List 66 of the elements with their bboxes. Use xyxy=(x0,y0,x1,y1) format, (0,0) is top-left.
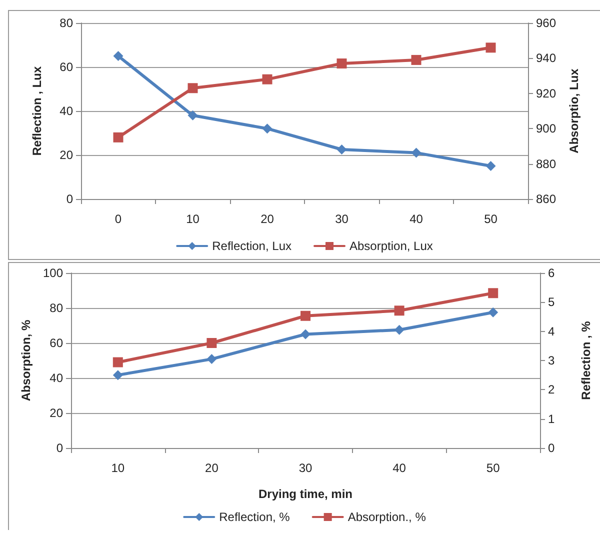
x-axis-title: Drying time, min xyxy=(258,487,353,501)
y2-tick-label: 1 xyxy=(548,412,555,426)
point xyxy=(300,310,310,321)
legend-label: Reflection, Lux xyxy=(212,239,292,253)
y-tick-label: 60 xyxy=(50,336,64,350)
x-tick-label: 50 xyxy=(486,461,500,475)
legend-label: Absorption., % xyxy=(348,510,426,524)
y-tick-label: 40 xyxy=(60,104,74,118)
x-tick-label: 50 xyxy=(484,212,498,226)
point xyxy=(486,42,496,53)
y-axis-title: Reflection , Lux xyxy=(30,66,44,156)
point xyxy=(112,357,123,368)
y2-tick-label: 3 xyxy=(548,354,555,368)
point xyxy=(336,58,347,68)
y2-tick-label: 900 xyxy=(536,122,556,136)
y2-tick-label: 6 xyxy=(548,266,555,280)
y2-tick-label: 0 xyxy=(548,441,555,455)
y-tick-label: 20 xyxy=(60,148,74,162)
point xyxy=(411,54,422,65)
legend-label: Absorption, Lux xyxy=(349,239,433,253)
point xyxy=(113,51,124,61)
x-tick-label: 40 xyxy=(392,461,406,475)
y2-tick-label: 960 xyxy=(536,16,556,30)
point xyxy=(262,124,272,134)
x-tick-label: 10 xyxy=(111,461,125,475)
x-tick-label: 20 xyxy=(260,212,274,226)
y-tick-label: 0 xyxy=(56,441,64,455)
point xyxy=(488,288,498,298)
y-tick-label: 80 xyxy=(50,301,64,315)
y-tick-label: 40 xyxy=(50,371,64,385)
point xyxy=(188,83,198,94)
point xyxy=(206,354,217,364)
point xyxy=(300,329,310,340)
y-tick-label: 0 xyxy=(66,192,74,206)
point xyxy=(486,161,496,171)
y-axis-title: Absorption, % xyxy=(19,320,34,402)
y-tick-label: 80 xyxy=(60,16,74,30)
x-tick-label: 20 xyxy=(205,461,219,475)
y2-tick-label: 880 xyxy=(536,156,556,171)
x-tick-label: 30 xyxy=(335,212,349,226)
point xyxy=(262,74,272,84)
x-tick-label: 30 xyxy=(298,461,312,475)
y2-tick-label: 920 xyxy=(536,86,556,100)
x-tick-label: 0 xyxy=(114,212,122,226)
point xyxy=(394,306,404,316)
point xyxy=(336,144,347,154)
point xyxy=(188,110,198,120)
y2-tick-label: 2 xyxy=(548,382,555,397)
y2-tick-label: 940 xyxy=(536,51,556,66)
y-tick-label: 20 xyxy=(50,406,64,420)
point xyxy=(411,148,422,158)
y2-tick-label: 860 xyxy=(536,192,556,206)
point xyxy=(113,132,124,142)
y2-axis-title: Absorptio, Lux xyxy=(567,68,581,154)
y-tick-label: 60 xyxy=(60,60,74,74)
legend-label: Reflection, % xyxy=(219,510,290,524)
y-tick-label: 100 xyxy=(42,266,64,280)
y2-axis-title: Reflection , % xyxy=(579,320,593,400)
x-tick-label: 10 xyxy=(186,212,200,226)
point xyxy=(394,324,404,335)
point xyxy=(488,307,498,318)
x-tick-label: 40 xyxy=(410,212,424,226)
point xyxy=(206,338,217,348)
y2-tick-label: 4 xyxy=(548,324,555,338)
y2-tick-label: 5 xyxy=(548,295,555,310)
point xyxy=(112,370,123,380)
